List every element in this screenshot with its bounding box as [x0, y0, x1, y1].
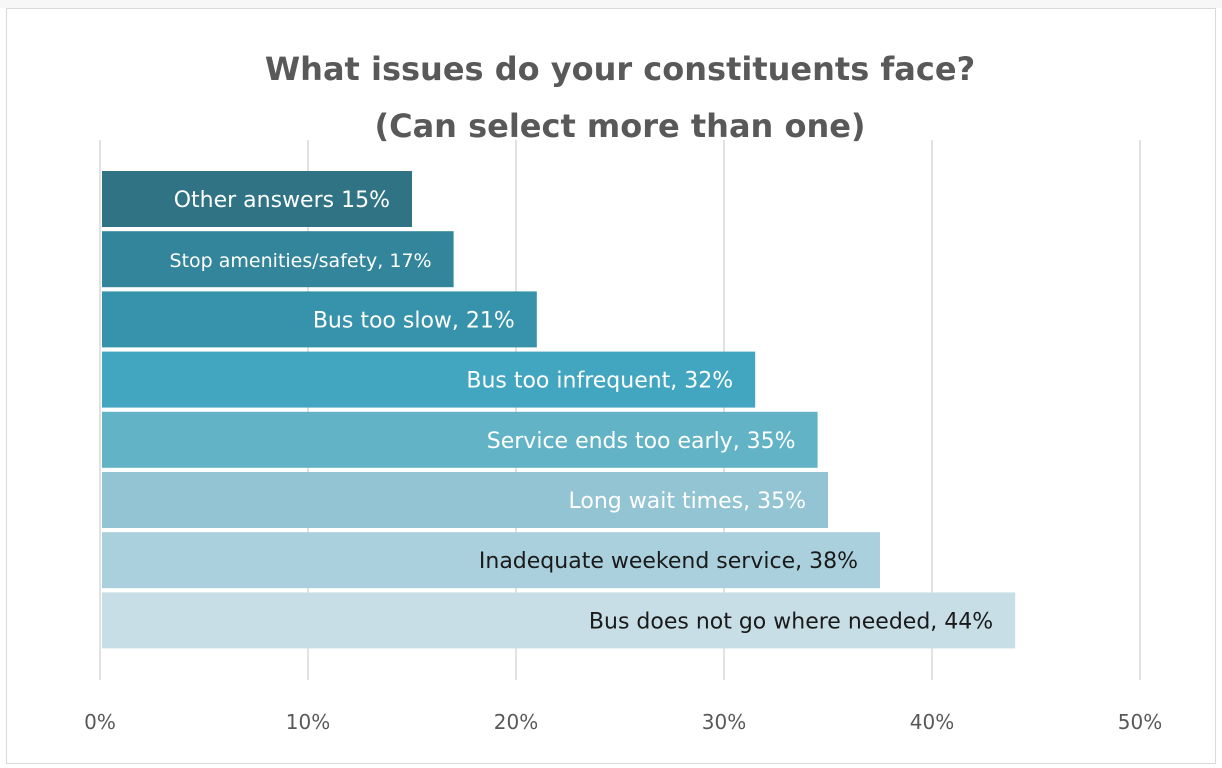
bar-data-label: Bus too infrequent, 32%	[466, 369, 733, 394]
bar	[102, 351, 756, 408]
bar-data-label: Bus does not go where needed, 44%	[589, 609, 993, 634]
bar-group: Stop amenities/safety, 17%	[102, 231, 454, 288]
bar-group: Bus too infrequent, 32%	[102, 351, 756, 408]
x-tick-label: 30%	[702, 710, 746, 734]
bar-data-label: Stop amenities/safety, 17%	[170, 250, 432, 272]
x-tick-label: 0%	[84, 710, 116, 734]
bar-group: Service ends too early, 35%	[102, 411, 818, 468]
x-axis-ticks: 0% 10% 20% 30% 40% 50%	[84, 710, 1162, 734]
bar	[102, 171, 412, 227]
bar	[102, 532, 880, 589]
bar-group: Other answers 15%	[102, 171, 412, 227]
bar-group: Long wait times, 35%	[102, 472, 828, 528]
x-tick-label: 40%	[910, 710, 954, 734]
chart-title: What issues do your constituents face?	[265, 50, 975, 88]
bar	[102, 472, 828, 528]
bar-data-label: Long wait times, 35%	[569, 489, 807, 514]
bar-data-label: Bus too slow, 21%	[313, 308, 515, 333]
chart-subtitle: (Can select more than one)	[374, 107, 865, 145]
x-tick-label: 50%	[1118, 710, 1162, 734]
bar-group: Inadequate weekend service, 38%	[102, 532, 880, 589]
x-tick-label: 10%	[286, 710, 330, 734]
top-strip	[0, 0, 1222, 8]
bars: Other answers 15% Stop amenities/safety, …	[102, 171, 1016, 649]
bar-data-label: Other answers 15%	[174, 188, 390, 213]
bar-group: Bus too slow, 21%	[102, 291, 537, 348]
bar	[102, 592, 1016, 649]
bar-data-label: Service ends too early, 35%	[487, 429, 796, 454]
bar	[102, 411, 818, 468]
bar-data-label: Inadequate weekend service, 38%	[479, 549, 858, 574]
x-tick-label: 20%	[494, 710, 538, 734]
bar	[102, 231, 454, 288]
gridlines	[99, 140, 1141, 680]
bar	[102, 291, 537, 348]
bar-group: Bus does not go where needed, 44%	[102, 592, 1016, 649]
